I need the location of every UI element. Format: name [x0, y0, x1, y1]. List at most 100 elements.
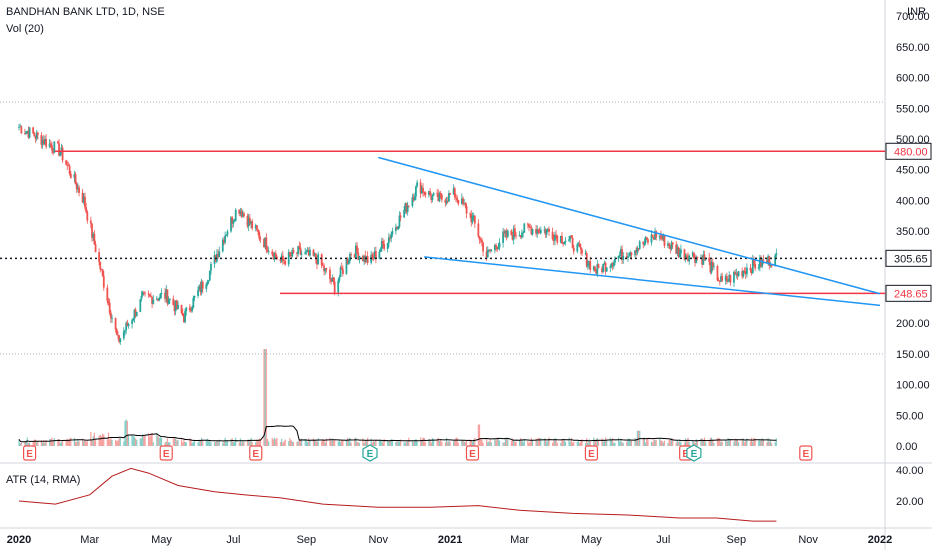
- candle-body: [554, 234, 556, 241]
- volume-bar: [210, 442, 212, 446]
- candle-body: [721, 276, 724, 281]
- volume-bar: [495, 440, 497, 446]
- volume-bar: [754, 438, 756, 446]
- candle-body: [290, 254, 292, 257]
- candle-body: [18, 126, 20, 128]
- volume-bar: [528, 442, 530, 446]
- candle-body: [742, 270, 745, 277]
- atr-axis-tick: 20.00: [896, 496, 924, 508]
- volume-bar: [200, 437, 203, 446]
- volume-bar: [647, 438, 649, 446]
- volume-bar: [634, 438, 636, 446]
- candle-body: [298, 246, 301, 248]
- candle-body: [58, 143, 60, 156]
- candle-body: [350, 254, 353, 255]
- candle-body: [521, 232, 523, 238]
- candle-body: [733, 271, 735, 283]
- volume-bar: [131, 435, 133, 446]
- volume-bar: [383, 438, 385, 446]
- candle-body: [746, 267, 748, 275]
- volume-bar: [568, 437, 570, 446]
- volume-bar: [193, 439, 196, 446]
- volume-bar: [659, 438, 661, 446]
- volume-bar: [298, 439, 300, 446]
- volume-bar: [537, 437, 540, 446]
- volume-bar: [660, 440, 662, 446]
- volume-bar: [202, 439, 204, 446]
- volume-bar: [110, 438, 112, 446]
- candle-body: [234, 209, 237, 221]
- candle-body: [545, 229, 548, 235]
- volume-bar: [580, 441, 582, 446]
- candle-body: [32, 127, 35, 134]
- volume-bar: [738, 442, 740, 446]
- event-label: E: [252, 449, 259, 460]
- volume-bar: [766, 442, 768, 446]
- volume-bar: [604, 437, 607, 446]
- volume-bar: [496, 437, 498, 446]
- volume-bar: [596, 437, 598, 446]
- volume-bar: [686, 441, 688, 446]
- volume-bar: [381, 441, 383, 446]
- volume-bar: [453, 441, 455, 446]
- candle-body: [133, 309, 136, 319]
- volume-bar: [551, 442, 554, 446]
- volume-bar: [489, 439, 491, 446]
- volume-bar: [546, 441, 548, 446]
- candle-body: [761, 259, 764, 267]
- candle-body: [477, 223, 480, 237]
- volume-bar: [216, 440, 218, 446]
- candle-body: [139, 299, 142, 312]
- candle-body: [329, 269, 331, 279]
- volume-bar: [577, 440, 580, 446]
- volume-bar: [601, 438, 603, 446]
- volume-bar: [321, 441, 323, 446]
- candle-body: [592, 266, 595, 271]
- volume-bar: [348, 438, 350, 446]
- volume-bar: [637, 430, 640, 446]
- candle-body: [287, 252, 290, 265]
- time-axis-label: May: [151, 534, 172, 546]
- candle-body: [365, 256, 368, 263]
- candle-body: [572, 247, 575, 252]
- volume-bar: [257, 440, 259, 446]
- candle-body: [135, 311, 138, 316]
- candle-body: [147, 293, 150, 295]
- volume-bar: [449, 441, 451, 446]
- volume-bar: [774, 441, 776, 446]
- volume-bar: [184, 442, 186, 446]
- volume-bar: [586, 438, 588, 446]
- price-axis-tick: 200.00: [896, 318, 930, 330]
- candle-body: [736, 273, 739, 276]
- candle-body: [610, 263, 613, 267]
- candle-body: [645, 237, 648, 240]
- volume-bar: [396, 441, 398, 446]
- volume-bar: [342, 440, 344, 446]
- candle-body: [702, 254, 705, 265]
- candle-body: [431, 195, 434, 200]
- volume-bar: [584, 442, 587, 446]
- candle-body: [670, 242, 673, 249]
- volume-bar: [622, 442, 624, 446]
- volume-bar: [581, 439, 583, 446]
- volume-bar: [32, 441, 34, 446]
- candle-body: [27, 131, 30, 138]
- candle-body: [274, 253, 277, 257]
- volume-bar: [768, 441, 770, 446]
- event-marker: [23, 445, 37, 461]
- candle-body: [356, 245, 358, 253]
- candle-body: [675, 244, 678, 254]
- volume-bar: [430, 442, 432, 446]
- candle-body: [159, 293, 162, 298]
- volume-bar: [571, 442, 574, 446]
- volume-bar: [159, 437, 161, 446]
- volume-bar: [85, 441, 87, 446]
- candle-body: [449, 193, 451, 195]
- candle-body: [701, 257, 704, 265]
- volume-bar: [176, 440, 178, 446]
- candle-body: [691, 252, 694, 256]
- volume-bar: [749, 441, 752, 446]
- candle-body: [725, 276, 728, 282]
- volume-bar: [407, 441, 409, 446]
